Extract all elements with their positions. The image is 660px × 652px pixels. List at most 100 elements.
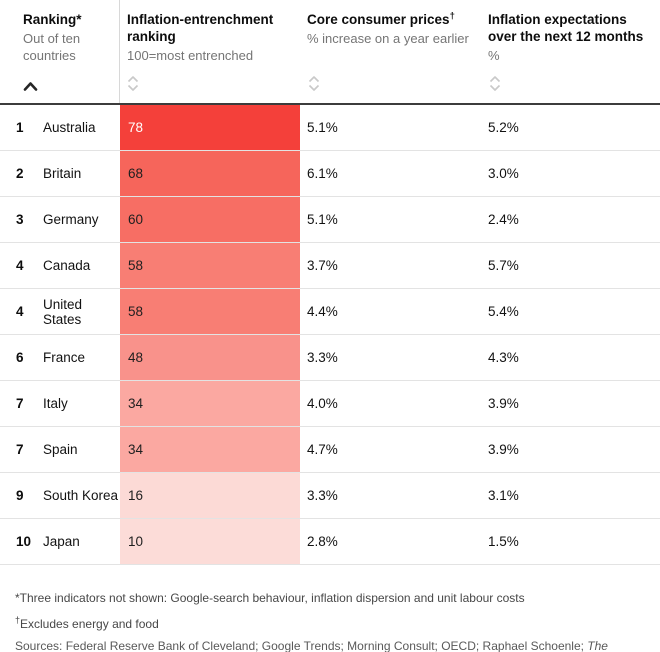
sort-ascending-icon[interactable] (23, 79, 38, 97)
sort-unsorted-icon[interactable] (307, 75, 321, 97)
table-row: 10 Japan 10 2.8% 1.5% (0, 519, 660, 565)
rank-value: 1 (16, 120, 24, 135)
sort-unsorted-icon[interactable] (126, 75, 140, 97)
rank-country-cell: 3 Germany (0, 197, 120, 242)
table-row: 6 France 48 3.3% 4.3% (0, 335, 660, 381)
core-cpi-value: 4.7% (307, 442, 338, 457)
core-cpi-value: 4.0% (307, 396, 338, 411)
column-header-core-cpi[interactable]: Core consumer prices† % increase on a ye… (300, 0, 483, 103)
country-name: Canada (43, 258, 91, 273)
table-row: 7 Spain 34 4.7% 3.9% (0, 427, 660, 473)
core-cpi-value: 3.3% (307, 488, 338, 503)
table-body: 1 Australia 78 5.1% 5.2% 2 Britain 68 6.1%… (0, 105, 660, 565)
country-name: France (43, 350, 86, 365)
core-cpi-cell: 2.8% (300, 519, 483, 564)
entrenchment-score: 58 (128, 304, 144, 319)
expectations-value: 5.2% (488, 120, 519, 135)
table-row: 1 Australia 78 5.1% 5.2% (0, 105, 660, 151)
core-cpi-cell: 4.4% (300, 289, 483, 334)
rank-value: 2 (16, 166, 24, 181)
table-header: Ranking* Out of ten countries Inflation-… (0, 0, 660, 105)
expectations-value: 3.1% (488, 488, 519, 503)
rank-value: 3 (16, 212, 24, 227)
table-row: 4 United States 58 4.4% 5.4% (0, 289, 660, 335)
rank-country-cell: 10 Japan (0, 519, 120, 564)
country-name: Italy (43, 396, 68, 411)
rank-country-cell: 7 Spain (0, 427, 120, 472)
footnotes: *Three indicators not shown: Google-sear… (0, 565, 660, 652)
entrenchment-score-cell: 58 (120, 289, 300, 334)
country-name: South Korea (43, 488, 119, 503)
sources-text: Sources: Federal Reserve Bank of Clevela… (15, 639, 588, 652)
entrenchment-score: 34 (128, 396, 144, 411)
country-name: Britain (43, 166, 82, 181)
entrenchment-score: 60 (128, 212, 144, 227)
entrenchment-score: 10 (128, 534, 144, 549)
expectations-cell: 3.9% (483, 427, 660, 472)
country-name: Australia (43, 120, 96, 135)
expectations-cell: 3.9% (483, 381, 660, 426)
core-cpi-value: 5.1% (307, 212, 338, 227)
table-row: 3 Germany 60 5.1% 2.4% (0, 197, 660, 243)
expectations-value: 3.9% (488, 442, 519, 457)
column-header-ranking[interactable]: Ranking* Out of ten countries (0, 0, 120, 103)
country-name: Germany (43, 212, 99, 227)
entrenchment-score-cell: 34 (120, 427, 300, 472)
column-subtitle: % (488, 48, 500, 63)
sort-unsorted-icon[interactable] (488, 75, 502, 97)
expectations-value: 3.9% (488, 396, 519, 411)
entrenchment-score-cell: 68 (120, 151, 300, 196)
expectations-cell: 2.4% (483, 197, 660, 242)
entrenchment-score: 78 (128, 120, 144, 135)
entrenchment-score-cell: 58 (120, 243, 300, 288)
core-cpi-value: 5.1% (307, 120, 338, 135)
core-cpi-cell: 4.0% (300, 381, 483, 426)
expectations-cell: 3.0% (483, 151, 660, 196)
core-cpi-cell: 3.3% (300, 473, 483, 518)
rank-country-cell: 1 Australia (0, 105, 120, 150)
expectations-cell: 1.5% (483, 519, 660, 564)
rank-country-cell: 4 United States (0, 289, 120, 334)
column-title: Inflation-entrenchment ranking (127, 12, 274, 44)
table-row: 2 Britain 68 6.1% 3.0% (0, 151, 660, 197)
column-subtitle: 100=most entrenched (127, 48, 254, 63)
footnote-dagger-text: Excludes energy and food (20, 617, 159, 631)
rank-value: 6 (16, 350, 24, 365)
column-title: Ranking* (23, 12, 82, 27)
core-cpi-value: 6.1% (307, 166, 338, 181)
entrenchment-score: 34 (128, 442, 144, 457)
core-cpi-value: 3.3% (307, 350, 338, 365)
expectations-value: 5.7% (488, 258, 519, 273)
core-cpi-cell: 3.7% (300, 243, 483, 288)
rank-value: 4 (16, 258, 24, 273)
expectations-value: 1.5% (488, 534, 519, 549)
rank-value: 7 (16, 396, 24, 411)
entrenchment-score: 58 (128, 258, 144, 273)
column-subtitle: Out of ten countries (23, 31, 81, 63)
core-cpi-value: 3.7% (307, 258, 338, 273)
core-cpi-cell: 4.7% (300, 427, 483, 472)
core-cpi-value: 2.8% (307, 534, 338, 549)
entrenchment-score: 68 (128, 166, 144, 181)
entrenchment-score: 16 (128, 488, 144, 503)
core-cpi-cell: 5.1% (300, 105, 483, 150)
rank-country-cell: 9 South Korea (0, 473, 120, 518)
entrenchment-score: 48 (128, 350, 144, 365)
rank-value: 10 (16, 534, 32, 549)
entrenchment-score-cell: 48 (120, 335, 300, 380)
sources-publication: The Economist (587, 639, 608, 652)
column-header-expectations[interactable]: Inflation expectations over the next 12 … (483, 0, 660, 103)
core-cpi-cell: 6.1% (300, 151, 483, 196)
expectations-cell: 4.3% (483, 335, 660, 380)
expectations-value: 5.4% (488, 304, 519, 319)
expectations-cell: 5.7% (483, 243, 660, 288)
rank-country-cell: 6 France (0, 335, 120, 380)
expectations-value: 2.4% (488, 212, 519, 227)
core-cpi-cell: 3.3% (300, 335, 483, 380)
core-cpi-value: 4.4% (307, 304, 338, 319)
table-row: 7 Italy 34 4.0% 3.9% (0, 381, 660, 427)
country-name: United States (43, 296, 83, 327)
column-header-entrenchment[interactable]: Inflation-entrenchment ranking 100=most … (120, 0, 300, 103)
expectations-cell: 5.2% (483, 105, 660, 150)
